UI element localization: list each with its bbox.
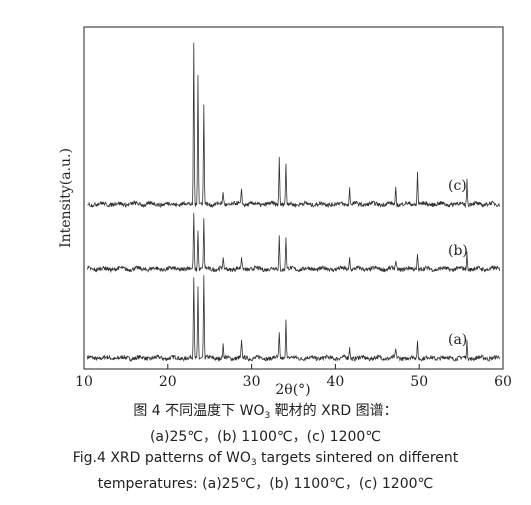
series-line-b	[86, 212, 501, 274]
caption-en-suffix: targets sintered on different	[256, 450, 459, 466]
series-labels: (a) (b) (c)	[448, 178, 468, 348]
x-tick-label: 20	[159, 374, 177, 390]
y-axis-label: Intensity(a.u.)	[58, 148, 74, 248]
caption-cn-prefix: 图 4 不同温度下 WO	[133, 403, 265, 419]
series-label-b: (b)	[448, 243, 468, 259]
caption-english: Fig.4 XRD patterns of WO3 targets sinter…	[0, 448, 531, 495]
series-line-c	[87, 42, 501, 209]
x-axis-label: 2θ(°)	[275, 382, 310, 398]
caption-en-subscript: 3	[250, 458, 257, 468]
x-tick-label: 60	[494, 374, 512, 390]
caption-chinese: 图 4 不同温度下 WO3 靶材的 XRD 图谱： (a)25℃，(b) 110…	[0, 401, 531, 448]
caption-cn-line1: 图 4 不同温度下 WO3 靶材的 XRD 图谱：	[0, 401, 531, 427]
x-axis-ticks: 10 20 30 40 50 60	[75, 364, 512, 390]
series-line-a	[86, 275, 501, 363]
caption-cn-line2: (a)25℃，(b) 1100℃，(c) 1200℃	[149, 429, 382, 445]
x-tick-label: 30	[243, 374, 261, 390]
series-label-c: (c)	[448, 178, 467, 194]
plot-frame	[83, 26, 504, 370]
caption-cn-suffix: 靶材的 XRD 图谱：	[270, 403, 398, 419]
caption-cn-subscript: 3	[264, 411, 271, 421]
caption-en-prefix: Fig.4 XRD patterns of WO	[72, 450, 251, 466]
x-tick-label: 40	[326, 374, 344, 390]
caption-en-line2: temperatures: (a)25℃，(b) 1100℃，(c) 1200℃	[97, 476, 434, 492]
x-tick-label: 10	[75, 374, 93, 390]
x-tick-label: 50	[410, 374, 428, 390]
series-label-a: (a)	[448, 332, 467, 348]
caption-en-line1: Fig.4 XRD patterns of WO3 targets sinter…	[0, 448, 531, 474]
series-layer	[86, 42, 501, 363]
